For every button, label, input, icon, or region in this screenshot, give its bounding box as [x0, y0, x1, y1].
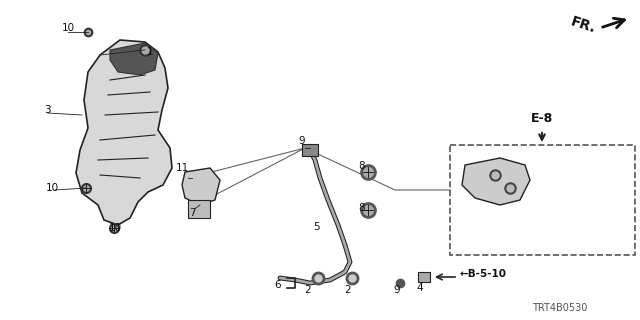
- Text: 4: 4: [417, 283, 423, 293]
- Bar: [450, 145, 635, 255]
- Text: 10: 10: [45, 183, 59, 193]
- Text: 8: 8: [358, 203, 365, 213]
- Polygon shape: [110, 43, 158, 75]
- Text: 8: 8: [358, 161, 365, 171]
- Text: 2: 2: [305, 285, 311, 295]
- Text: 3: 3: [44, 105, 51, 115]
- Text: 2: 2: [345, 285, 351, 295]
- Text: 9: 9: [394, 285, 400, 295]
- Text: 5: 5: [313, 222, 319, 232]
- Text: 1: 1: [147, 47, 154, 57]
- Text: E-8: E-8: [531, 112, 553, 125]
- Bar: [302, 144, 318, 156]
- Polygon shape: [462, 158, 530, 205]
- Bar: [418, 272, 430, 282]
- Bar: [188, 200, 210, 218]
- Text: 11: 11: [175, 163, 189, 173]
- Text: 10: 10: [61, 23, 75, 33]
- Text: 9: 9: [299, 136, 305, 146]
- Polygon shape: [182, 168, 220, 205]
- Text: 6: 6: [275, 280, 282, 290]
- Text: 7: 7: [189, 208, 195, 218]
- Polygon shape: [76, 40, 172, 225]
- Text: 10: 10: [108, 223, 122, 233]
- Text: ←B-5-10: ←B-5-10: [460, 269, 507, 279]
- Text: FR.: FR.: [569, 14, 598, 36]
- Text: TRT4B0530: TRT4B0530: [532, 303, 588, 313]
